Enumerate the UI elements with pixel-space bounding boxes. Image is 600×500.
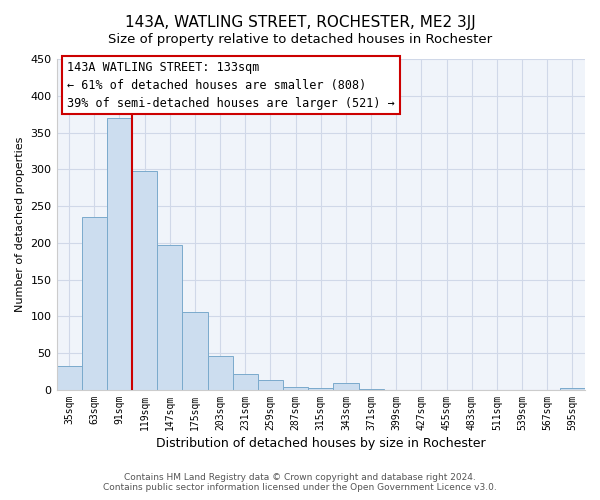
Bar (334, 384, 359, 390)
Text: 143A WATLING STREET: 133sqm
← 61% of detached houses are smaller (808)
39% of se: 143A WATLING STREET: 133sqm ← 61% of det… (67, 60, 395, 110)
Text: Size of property relative to detached houses in Rochester: Size of property relative to detached ho… (108, 32, 492, 46)
Bar (157, 245, 182, 390)
Bar (283, 387, 308, 390)
Bar (233, 374, 258, 390)
Bar (182, 312, 208, 390)
Bar (107, 118, 132, 390)
Bar (359, 389, 383, 390)
Bar (560, 388, 585, 390)
Text: Contains HM Land Registry data © Crown copyright and database right 2024.
Contai: Contains HM Land Registry data © Crown c… (103, 473, 497, 492)
X-axis label: Distribution of detached houses by size in Rochester: Distribution of detached houses by size … (156, 437, 485, 450)
Text: 143A, WATLING STREET, ROCHESTER, ME2 3JJ: 143A, WATLING STREET, ROCHESTER, ME2 3JJ (125, 15, 475, 30)
Bar (82, 217, 107, 390)
Bar (208, 356, 233, 390)
Bar (308, 388, 334, 390)
Bar (56, 366, 82, 390)
Bar (258, 380, 283, 390)
Bar (132, 171, 157, 390)
Y-axis label: Number of detached properties: Number of detached properties (15, 137, 25, 312)
